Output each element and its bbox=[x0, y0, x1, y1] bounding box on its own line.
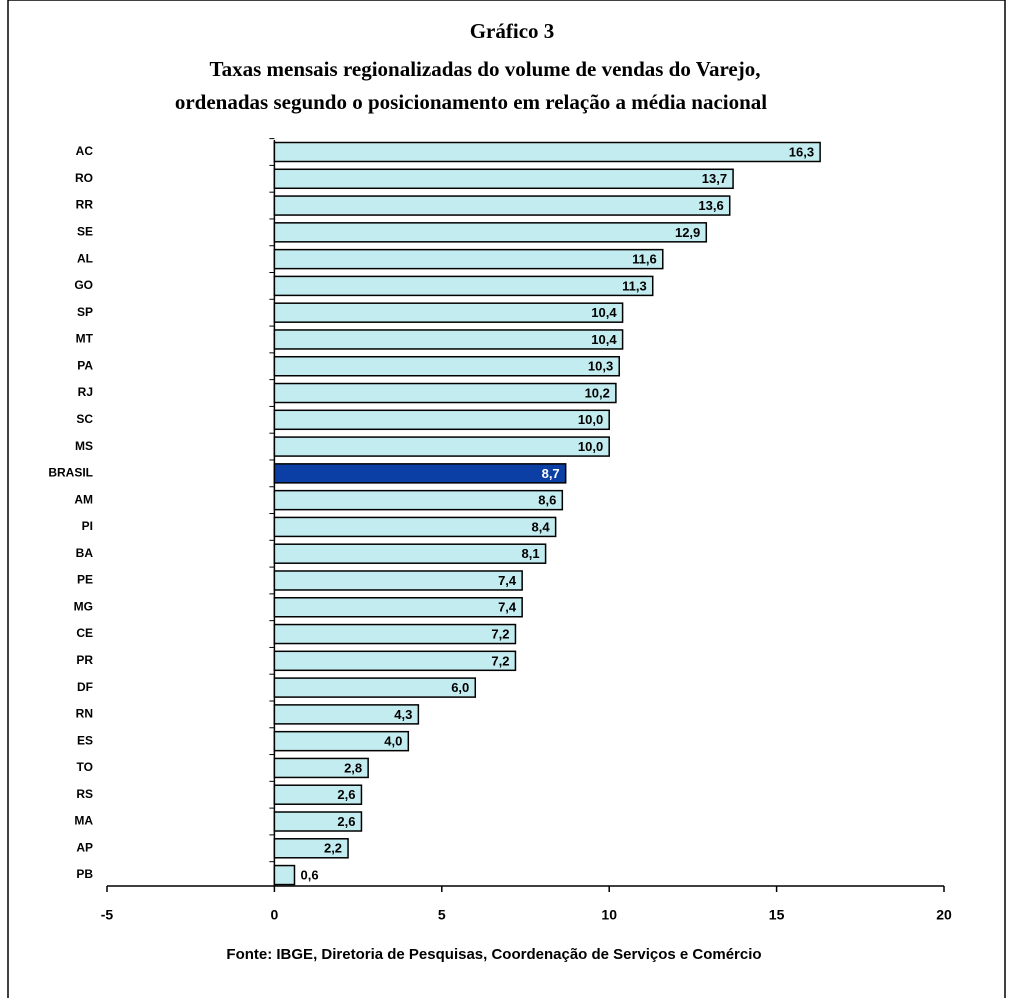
bar bbox=[273, 302, 624, 323]
bar bbox=[273, 168, 734, 190]
bar bbox=[273, 730, 410, 752]
value-label: 4,0 bbox=[384, 734, 402, 749]
value-label: 8,4 bbox=[532, 519, 551, 534]
value-label: 10,0 bbox=[578, 412, 603, 427]
y-tick-label: MS bbox=[75, 439, 93, 453]
source: Fonte: IBGE, Diretoria de Pesquisas, Coo… bbox=[226, 946, 761, 963]
y-tick-label: TO bbox=[77, 760, 93, 774]
bar bbox=[273, 623, 517, 645]
x-tick-label: 10 bbox=[601, 907, 617, 923]
y-tick-label: ES bbox=[77, 733, 93, 747]
bar bbox=[273, 838, 349, 859]
bar bbox=[273, 329, 624, 350]
value-label: 7,2 bbox=[491, 653, 509, 668]
bar bbox=[273, 864, 296, 886]
bar bbox=[273, 248, 664, 270]
value-label: 12,9 bbox=[675, 225, 700, 240]
chart-subtitle: ordenadas segundo o posicionamento em re… bbox=[175, 90, 767, 114]
bar bbox=[273, 597, 523, 618]
value-label: 2,8 bbox=[344, 760, 362, 775]
y-tick-label: MT bbox=[76, 332, 94, 346]
y-tick-label: AC bbox=[76, 144, 94, 158]
value-label: 10,2 bbox=[585, 385, 610, 400]
bar bbox=[273, 409, 610, 431]
bar bbox=[273, 355, 620, 377]
value-label: 16,3 bbox=[789, 144, 814, 159]
y-tick-label: PE bbox=[77, 573, 93, 587]
y-tick-label: PI bbox=[82, 519, 93, 533]
value-label: 10,3 bbox=[588, 359, 613, 374]
value-label: 4,3 bbox=[394, 707, 412, 722]
value-label: 13,6 bbox=[698, 198, 723, 213]
y-tick-label: AP bbox=[76, 840, 93, 854]
y-tick-label: PA bbox=[77, 358, 93, 372]
y-tick-label: BRASIL bbox=[48, 466, 93, 480]
bar bbox=[273, 436, 610, 457]
y-tick-label: RR bbox=[76, 198, 94, 212]
value-label: 7,2 bbox=[491, 626, 509, 641]
value-label: 2,6 bbox=[337, 787, 355, 802]
bar bbox=[273, 195, 731, 216]
y-tick-label: RN bbox=[76, 707, 93, 721]
y-tick-label: RS bbox=[76, 787, 93, 801]
bar bbox=[273, 382, 617, 404]
y-tick-label: PB bbox=[76, 867, 93, 881]
value-label: 11,3 bbox=[622, 278, 647, 293]
bar bbox=[273, 463, 567, 484]
value-label: 6,0 bbox=[451, 680, 469, 695]
y-tick-label: RJ bbox=[78, 385, 93, 399]
chart-title: Gráfico 3 bbox=[470, 19, 555, 43]
bar bbox=[273, 570, 523, 591]
bar bbox=[273, 677, 477, 698]
bar bbox=[273, 516, 557, 538]
value-label: 8,6 bbox=[538, 493, 556, 508]
value-label: 7,4 bbox=[498, 573, 517, 588]
y-tick-label: MA bbox=[74, 814, 93, 828]
x-tick-label: 0 bbox=[271, 907, 279, 923]
y-tick-label: RO bbox=[75, 171, 93, 185]
bar bbox=[273, 543, 547, 564]
y-tick-label: SC bbox=[76, 412, 93, 426]
value-label: 0,6 bbox=[300, 867, 318, 882]
y-tick-label: CE bbox=[76, 626, 93, 640]
y-tick-label: AL bbox=[77, 251, 93, 265]
y-tick-label: BA bbox=[76, 546, 94, 560]
bar bbox=[273, 141, 821, 163]
y-tick-label: SE bbox=[77, 225, 93, 239]
x-tick-label: 5 bbox=[438, 907, 446, 923]
x-tick-label: 20 bbox=[936, 907, 952, 923]
bar bbox=[273, 784, 363, 805]
y-tick-label: SP bbox=[77, 305, 93, 319]
value-label: 10,4 bbox=[591, 305, 617, 320]
value-label: 2,2 bbox=[324, 841, 342, 856]
bar bbox=[273, 489, 564, 511]
y-tick-label: GO bbox=[74, 278, 93, 292]
value-label: 8,1 bbox=[522, 546, 540, 561]
value-label: 11,6 bbox=[632, 252, 657, 267]
bar bbox=[273, 222, 708, 243]
y-tick-label: MG bbox=[74, 599, 93, 613]
x-tick-label: 15 bbox=[769, 907, 785, 923]
bar bbox=[273, 650, 517, 672]
frame bbox=[7, 0, 1006, 998]
bar bbox=[273, 757, 369, 779]
y-tick-label: AM bbox=[74, 492, 93, 506]
bar bbox=[273, 275, 654, 297]
bar bbox=[273, 811, 363, 832]
value-label: 13,7 bbox=[702, 171, 727, 186]
y-tick-label: DF bbox=[77, 680, 93, 694]
value-label: 10,0 bbox=[578, 439, 603, 454]
bar bbox=[273, 704, 420, 725]
value-label: 8,7 bbox=[542, 466, 560, 481]
chart-subtitle: Taxas mensais regionalizadas do volume d… bbox=[210, 57, 761, 81]
x-tick-label: -5 bbox=[101, 907, 114, 923]
value-label: 7,4 bbox=[498, 600, 517, 615]
value-label: 2,6 bbox=[337, 814, 355, 829]
value-label: 10,4 bbox=[591, 332, 617, 347]
y-tick-label: PR bbox=[76, 653, 93, 667]
